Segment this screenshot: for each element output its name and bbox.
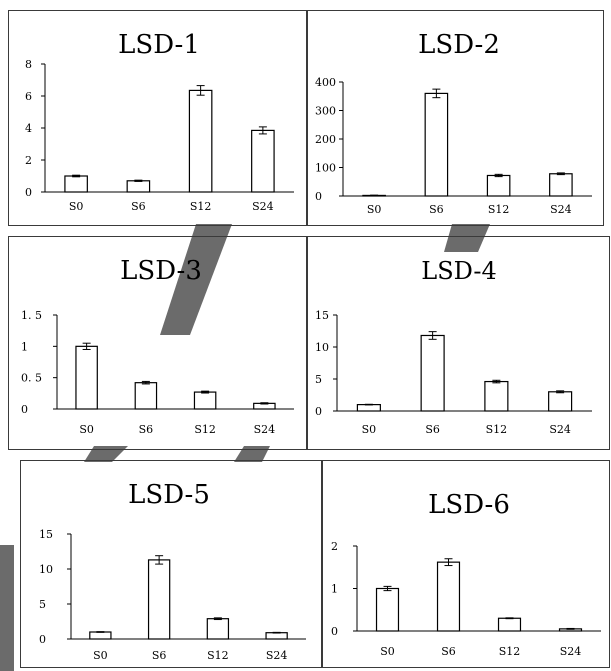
- chart-title: LSD-5: [128, 480, 210, 510]
- y-tick-label: 400: [315, 76, 336, 89]
- x-tick-label: S24: [560, 645, 582, 658]
- chart-svg-1: LSD-1 0 2 4 6 8 S0 S6 S12 S24: [25, 30, 294, 213]
- bar-S24: [549, 173, 573, 197]
- chart-panel-5: LSD-5 0 5 10 15 S0 S6 S12 S24: [20, 460, 322, 668]
- y-tick-label: 10: [39, 563, 53, 576]
- chart-svg-4: LSD-4 0 5 10 15 S0 S6 S12 S24: [315, 257, 592, 436]
- bar-S6: [424, 92, 449, 197]
- bar-S24: [265, 632, 288, 640]
- x-tick-label: S0: [380, 645, 395, 658]
- y-tick-label: 0: [315, 190, 322, 203]
- bar-S12: [497, 617, 522, 632]
- chart-svg-5: LSD-5 0 5 10 15 S0 S6 S12 S24: [39, 480, 306, 662]
- y-tick-label: 2: [331, 540, 338, 553]
- chart-svg-6: LSD-6 0 1 2 S0 S6 S12 S24: [331, 490, 601, 658]
- y-tick-label: 300: [315, 105, 336, 118]
- x-tick-label: S0: [93, 649, 108, 662]
- y-tick-label: 15: [315, 309, 329, 322]
- x-tick-label: S12: [194, 423, 216, 436]
- y-tick-label: 0: [315, 405, 322, 418]
- x-tick-label: S6: [131, 200, 146, 213]
- x-tick-label: S24: [549, 423, 571, 436]
- bar-S12: [193, 391, 217, 410]
- y-tick-label: 0: [25, 186, 32, 199]
- bar-S6: [420, 334, 445, 412]
- x-tick-label: S6: [441, 645, 456, 658]
- bar-S12: [206, 618, 230, 640]
- x-tick-label: S12: [499, 645, 521, 658]
- y-tick-label: 100: [315, 162, 336, 175]
- chart-panel-2: LSD-2 0 100 200 300 400 S0 S6 S12 S24: [306, 10, 604, 226]
- bar-S0: [375, 587, 400, 632]
- y-tick-label: 8: [25, 58, 32, 71]
- y-tick-label: 10: [315, 341, 329, 354]
- watermark-stroke-5: [0, 545, 14, 671]
- chart-svg-3: LSD-3 0 0. 5 1 1. 5 S0 S6 S12 S24: [21, 256, 294, 436]
- y-tick-label: 0: [21, 403, 28, 416]
- bar-S0: [356, 404, 381, 412]
- chart-panel-3: LSD-3 0 0. 5 1 1. 5 S0 S6 S12 S24: [8, 236, 308, 450]
- y-tick-label: 0: [39, 633, 46, 646]
- x-tick-label: S12: [488, 203, 510, 216]
- bar-S6: [126, 180, 151, 193]
- x-tick-label: S6: [429, 203, 444, 216]
- bar-S0: [75, 345, 98, 410]
- x-tick-label: S0: [362, 423, 377, 436]
- x-tick-label: S24: [550, 203, 572, 216]
- bar-S6: [134, 382, 158, 410]
- x-tick-label: S0: [79, 423, 94, 436]
- chart-title: LSD-4: [421, 257, 496, 285]
- y-tick-label: 15: [39, 528, 53, 541]
- chart-panel-6: LSD-6 0 1 2 S0 S6 S12 S24: [322, 460, 610, 668]
- y-tick-label: 4: [25, 122, 32, 135]
- x-tick-label: S24: [252, 200, 274, 213]
- bar-S24: [548, 391, 573, 412]
- bar-S0: [89, 631, 112, 640]
- y-tick-label: 1: [331, 583, 338, 596]
- y-tick-label: 1: [21, 340, 28, 353]
- y-tick-label: 200: [315, 133, 336, 146]
- bar-S24: [251, 129, 275, 193]
- bar-S6: [436, 561, 461, 632]
- chart-svg-2: LSD-2 0 100 200 300 400 S0 S6 S12 S24: [315, 30, 592, 216]
- x-tick-label: S12: [207, 649, 229, 662]
- y-tick-label: 0: [331, 625, 338, 638]
- bar-S12: [484, 380, 509, 412]
- y-tick-label: 0. 5: [21, 372, 42, 385]
- y-tick-label: 1. 5: [21, 309, 42, 322]
- x-tick-label: S6: [139, 423, 154, 436]
- chart-panel-4: LSD-4 0 5 10 15 S0 S6 S12 S24: [306, 236, 610, 450]
- y-tick-label: 2: [25, 154, 32, 167]
- x-tick-label: S6: [152, 649, 167, 662]
- y-tick-label: 5: [315, 373, 322, 386]
- bar-S12: [486, 174, 511, 197]
- x-tick-label: S0: [69, 200, 84, 213]
- chart-title: LSD-3: [120, 256, 202, 286]
- x-tick-label: S6: [425, 423, 440, 436]
- chart-title: LSD-6: [428, 490, 510, 520]
- bar-S6: [147, 559, 171, 640]
- x-tick-label: S24: [254, 423, 276, 436]
- x-tick-label: S0: [367, 203, 382, 216]
- y-tick-label: 6: [25, 90, 32, 103]
- bar-S0: [64, 175, 88, 193]
- chart-title: LSD-1: [118, 30, 200, 60]
- x-tick-label: S24: [266, 649, 288, 662]
- chart-panel-1: LSD-1 0 2 4 6 8 S0 S6 S12 S24: [8, 10, 308, 226]
- bar-S12: [188, 89, 213, 193]
- x-tick-label: S12: [190, 200, 212, 213]
- y-tick-label: 5: [39, 598, 46, 611]
- x-tick-label: S12: [486, 423, 508, 436]
- chart-title: LSD-2: [418, 30, 500, 60]
